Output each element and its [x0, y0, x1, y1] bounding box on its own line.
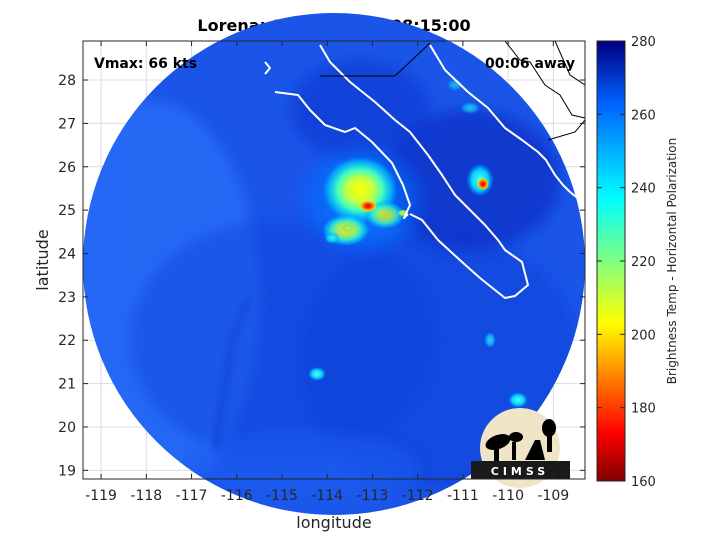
mainland-convection	[466, 163, 494, 197]
colorbar-ticks: 160 180 200 220 240 260 280	[597, 35, 656, 490]
map-plot-area: Vmax: 66 kts 00:06 away CIMSS	[82, 13, 586, 515]
cimss-logo: CIMSS	[471, 408, 570, 488]
coastlines	[264, 44, 581, 299]
scattered-cells	[308, 79, 528, 422]
plot-frame	[82, 40, 586, 480]
y-tick-label: 22	[58, 333, 76, 349]
cimss-logo-text: CIMSS	[491, 465, 549, 478]
colorbar-tick-label: 280	[631, 35, 656, 50]
x-tick-label: -114	[311, 488, 343, 504]
colorbar-tick-label: 180	[631, 402, 656, 417]
colorbar-tick-label: 220	[631, 255, 656, 270]
x-axis: -119 -118 -117 -116 -115 -114 -113 -112 -111 -110…	[85, 41, 569, 504]
x-tick-label: -119	[85, 488, 117, 504]
x-tick-label: -117	[176, 488, 208, 504]
x-tick-label: -112	[402, 488, 434, 504]
time-away-label: 00:06 away	[485, 56, 575, 72]
y-tick-label: 27	[58, 116, 76, 132]
x-tick-label: -109	[537, 488, 569, 504]
y-axis-label: latitude	[33, 229, 52, 290]
y-tick-label: 24	[58, 246, 76, 262]
x-tick-label: -118	[130, 488, 162, 504]
mainland-cold-core	[477, 178, 489, 190]
vmax-label: Vmax: 66 kts	[94, 56, 197, 72]
cold-spot-south	[342, 224, 354, 232]
x-tick-label: -115	[266, 488, 298, 504]
y-tick-label: 25	[58, 203, 76, 219]
colorbar-tick-label: 240	[631, 182, 656, 197]
state-border-sonora	[504, 41, 585, 119]
colorbar-label: Brightness Temp - Horizontal Polarizatio…	[665, 138, 679, 385]
us-mexico-border	[320, 42, 431, 77]
y-axis: 19 20 21 22 23 24 25 26 27 28	[58, 73, 585, 479]
y-tick-label: 23	[58, 290, 76, 306]
colorbar-tick-label: 260	[631, 108, 656, 123]
x-tick-label: -116	[221, 488, 253, 504]
baja-pacific-coast	[274, 91, 411, 219]
x-axis-label: longitude	[296, 513, 371, 532]
political-borders	[320, 41, 585, 141]
baja-gulf-coast	[319, 44, 529, 299]
colorbar-tick-label: 200	[631, 328, 656, 343]
colorbar-tick-label: 160	[631, 475, 656, 490]
colorbar: 160 180 200 220 240 260 280 Brightness Temp - …	[596, 35, 679, 490]
x-tick-label: -111	[447, 488, 479, 504]
y-tick-label: 19	[58, 463, 76, 479]
y-tick-label: 28	[58, 73, 76, 89]
x-tick-label: -110	[492, 488, 524, 504]
storm-convection	[292, 138, 432, 262]
storm-cold-core	[359, 200, 377, 212]
y-tick-label: 26	[58, 160, 76, 176]
x-tick-label: -113	[357, 488, 389, 504]
y-tick-label: 20	[58, 420, 76, 436]
y-tick-label: 21	[58, 377, 76, 393]
mainland-coast	[429, 44, 581, 201]
